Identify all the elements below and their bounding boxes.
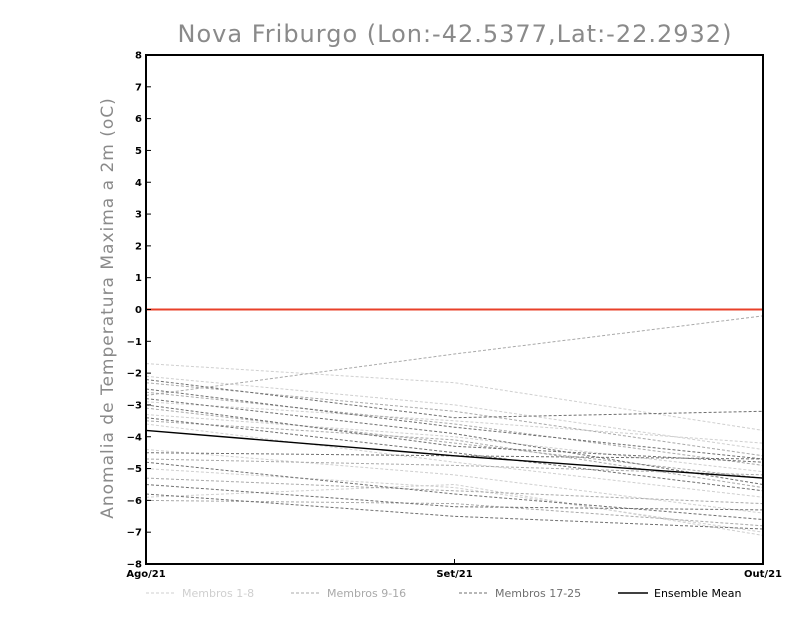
y-tick-label: −7 [127,528,142,539]
y-tick-label: −6 [127,496,142,507]
chart-title: Nova Friburgo (Lon:-42.5377,Lat:-22.2932… [178,20,733,48]
ensemble-mean-line [145,429,764,479]
member-line-8 [145,483,764,536]
y-tick-label: −2 [127,369,142,380]
member-line-2 [145,375,764,450]
series-layer [145,315,764,536]
y-tick-label: 5 [135,146,142,157]
y-tick-label: −5 [127,464,142,475]
y-tick-label: −1 [127,337,142,348]
member-line-5 [145,423,764,498]
member-line-23 [145,461,764,520]
y-tick-label: 4 [135,178,142,189]
legend-label: Membros 17-25 [495,587,581,600]
member-line-19 [145,398,764,485]
y-tick-label: 3 [135,210,142,221]
x-tick-label: Ago/21 [126,569,165,580]
y-tick-label: −4 [127,432,142,443]
legend-label: Membros 1-8 [182,587,254,600]
member-line-10 [145,382,764,457]
member-line-11 [145,391,764,466]
y-axis-label: Anomalia de Temperatura Maxima a 2m (oC) [98,97,118,519]
x-tick-label: Out/21 [744,569,782,580]
member-line-25 [145,493,764,530]
member-line-20 [145,404,764,463]
member-line-12 [145,407,764,479]
member-line-18 [145,388,764,460]
member-line-24 [145,484,764,511]
member-line-3 [145,401,764,444]
member-line-6 [145,449,764,514]
y-tick-label: 8 [135,51,142,62]
y-tick-label: −8 [127,560,142,571]
ticks-layer: −8 −7 −6 −5 −4 −3 −2 −1 0 1 2 3 4 5 6 7 8 Ago/21 Set/21 Out… [126,51,782,581]
member-line-1 [145,363,764,431]
member-line-21 [145,417,764,492]
member-line-14 [145,458,764,476]
y-tick-label: 2 [135,241,142,252]
member-line-22 [145,452,764,460]
member-line-9 [145,315,764,396]
y-tick-label: 6 [135,114,142,125]
member-line-13 [145,420,764,489]
y-tick-label: 7 [135,82,142,93]
legend-label: Ensemble Mean [654,587,741,600]
y-tick-label: −3 [127,400,142,411]
member-line-15 [145,477,764,505]
y-tick-label: 1 [135,273,142,284]
member-line-16 [145,499,764,527]
member-line-4 [145,414,764,473]
legend: Membros 1-8 Membros 9-16 Membros 17-25 Ense… [146,587,741,600]
member-line-7 [145,468,764,533]
x-tick-label: Set/21 [436,569,472,580]
member-line-17 [145,379,764,419]
legend-label: Membros 9-16 [327,587,406,600]
y-tick-label: 0 [135,305,142,316]
